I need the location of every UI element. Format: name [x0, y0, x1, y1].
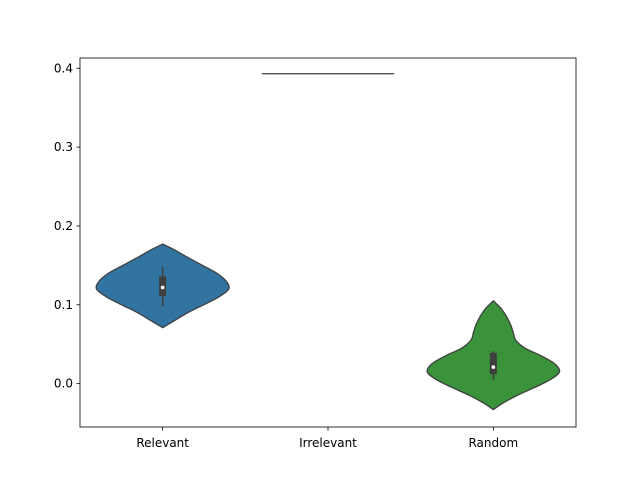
- y-tick-label: 0.2: [54, 219, 73, 233]
- chart-axes: 0.0 0.1 0.2 0.3 0.4 Relevant Irrelevant Random: [54, 57, 577, 450]
- median-random: [491, 365, 496, 369]
- y-tick-label: 0.0: [54, 377, 73, 391]
- x-tick-label: Irrelevant: [299, 436, 357, 450]
- x-tick-label: Random: [468, 436, 518, 450]
- x-tick-label: Relevant: [136, 436, 189, 450]
- box-random: [489, 352, 497, 375]
- chart-marks: [95, 73, 561, 411]
- y-tick-label: 0.4: [54, 61, 73, 75]
- y-tick-label: 0.1: [54, 298, 73, 312]
- median-relevant: [160, 285, 165, 290]
- y-tick-label: 0.3: [54, 140, 73, 154]
